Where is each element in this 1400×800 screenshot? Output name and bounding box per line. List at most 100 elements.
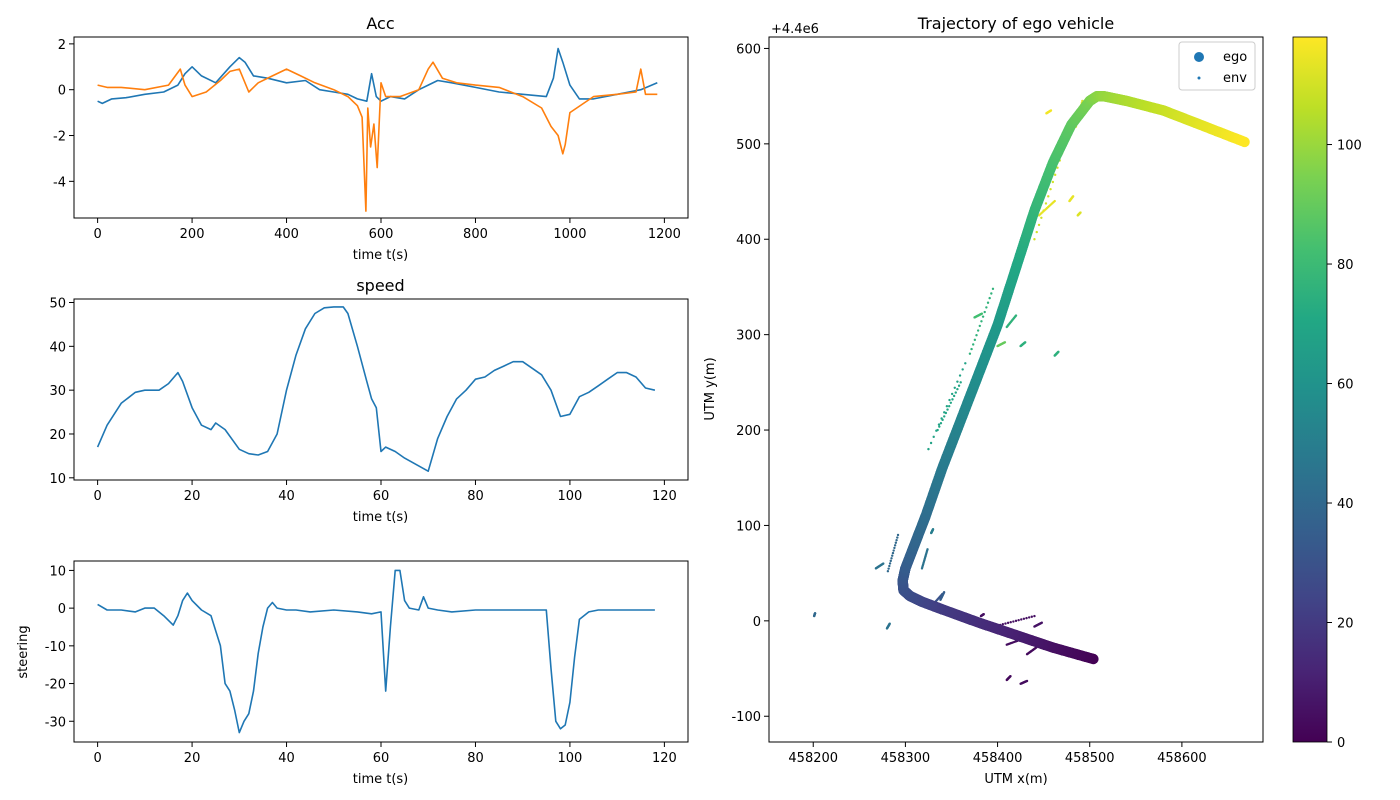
y-tick-label: 300 (736, 329, 761, 344)
env-point (945, 404, 949, 408)
env-point (1049, 109, 1053, 112)
env-point (956, 380, 959, 383)
y-tick-label: 400 (736, 233, 761, 248)
axes-frame (73, 36, 689, 219)
env-point (1035, 230, 1038, 234)
panel-acc: Acc 0 200 400 600 800 1000 1200 -4 -2 0 2 time t(s… (53, 14, 689, 263)
env-point (893, 546, 896, 550)
x-tick-label: 458600 (1157, 751, 1207, 766)
env-point (964, 362, 967, 365)
env-point (1025, 679, 1029, 683)
env-point (1051, 180, 1055, 184)
x-tick-label: 458200 (788, 751, 838, 766)
y-tick-label: -20 (45, 678, 66, 693)
env-point (1012, 620, 1015, 623)
y-tick-label: -100 (731, 710, 761, 725)
env-point (1057, 350, 1060, 354)
env-point (1009, 674, 1012, 678)
x-tick-label: 1000 (553, 227, 586, 242)
env-point (939, 422, 943, 425)
panel-steering: 0 20 40 60 80 100 120 -30 -20 -10 0 10 time t(s) st… (16, 560, 689, 787)
env-point (1040, 216, 1043, 219)
x-tick-label: 0 (93, 227, 101, 242)
x-tick-label: 120 (652, 751, 677, 766)
series-line-acc_blue (97, 47, 658, 105)
x-tick-label: 40 (278, 751, 295, 766)
y-tick-label: 0 (753, 615, 761, 630)
y-tick-label: 0 (58, 602, 66, 617)
colorbar-gradient (1293, 37, 1327, 742)
env-point (980, 312, 984, 315)
env-point (1003, 341, 1007, 344)
env-point (938, 425, 941, 428)
x-tick-label: 1200 (648, 227, 681, 242)
env-point (890, 557, 893, 560)
series-line-speed (96, 306, 656, 473)
env-point (894, 541, 898, 544)
trajectory-plot-area: 458200 458300 458400 458500 458600 -100 0 100 20… (731, 36, 1264, 766)
env-point (948, 398, 951, 402)
env-point (888, 564, 891, 568)
steering-plot-area: 0 20 40 60 80 100 120 -30 -20 -10 0 10 (45, 560, 689, 766)
x-tick-label: 458400 (973, 751, 1023, 766)
env-point (1014, 314, 1018, 317)
env-point (1017, 618, 1020, 622)
env-point (976, 329, 980, 332)
series-line-steering (97, 569, 655, 734)
env-point (983, 310, 986, 314)
env-point (944, 411, 948, 415)
y-tick-label: -2 (53, 130, 66, 145)
y-tick-label: 20 (49, 428, 66, 443)
colorbar-tick-label: 20 (1337, 617, 1354, 632)
env-point (988, 296, 991, 300)
env-point (937, 423, 941, 426)
env-point (886, 570, 890, 573)
y-tick-label: 30 (49, 384, 66, 399)
env-point (950, 392, 954, 396)
env-point (947, 404, 951, 408)
env-point (1056, 166, 1059, 169)
trajectory-ylabel: UTM y(m) (703, 357, 718, 420)
trajectory-title: Trajectory of ego vehicle (917, 14, 1114, 33)
legend-ego-label: ego (1223, 50, 1247, 65)
env-point (1044, 202, 1048, 205)
axes-frame (73, 298, 689, 481)
env-point (936, 428, 939, 432)
env-point (949, 401, 953, 404)
env-point (968, 352, 972, 355)
colorbar-tick-label: 80 (1337, 258, 1354, 273)
env-point (893, 544, 897, 547)
env-point (1071, 195, 1075, 198)
colorbar-tick-label: 60 (1337, 378, 1354, 393)
panel-trajectory: Trajectory of ego vehicle +4.4e6 458200 4… (703, 14, 1264, 787)
env-point (1037, 223, 1041, 227)
env-point (895, 538, 898, 542)
x-tick-label: 400 (274, 227, 299, 242)
env-point (887, 567, 890, 570)
colorbar: 0 20 40 60 80 100 (1292, 36, 1362, 751)
legend-env-marker (1197, 76, 1201, 80)
env-point (896, 533, 900, 537)
x-tick-label: 100 (558, 489, 583, 504)
env-point (813, 612, 817, 615)
y-tick-label: 200 (736, 424, 761, 439)
env-point (978, 324, 981, 328)
y-tick-label: 0 (58, 84, 66, 99)
x-tick-label: 800 (463, 227, 488, 242)
colorbar-tick-label: 100 (1337, 139, 1362, 154)
env-point (1022, 617, 1026, 620)
x-tick-label: 80 (467, 751, 484, 766)
env-point (953, 386, 956, 389)
env-point (975, 333, 978, 337)
env-point (946, 408, 949, 411)
acc-title: Acc (366, 14, 394, 33)
env-point (972, 343, 975, 346)
env-point (973, 338, 977, 342)
y-tick-label: -10 (45, 640, 66, 655)
x-tick-label: 600 (369, 227, 394, 242)
env-point (882, 562, 885, 565)
env-point (957, 384, 961, 387)
colorbar-ticks: 0 20 40 60 80 100 (1292, 36, 1362, 751)
x-tick-label: 80 (467, 489, 484, 504)
env-point (926, 548, 929, 551)
